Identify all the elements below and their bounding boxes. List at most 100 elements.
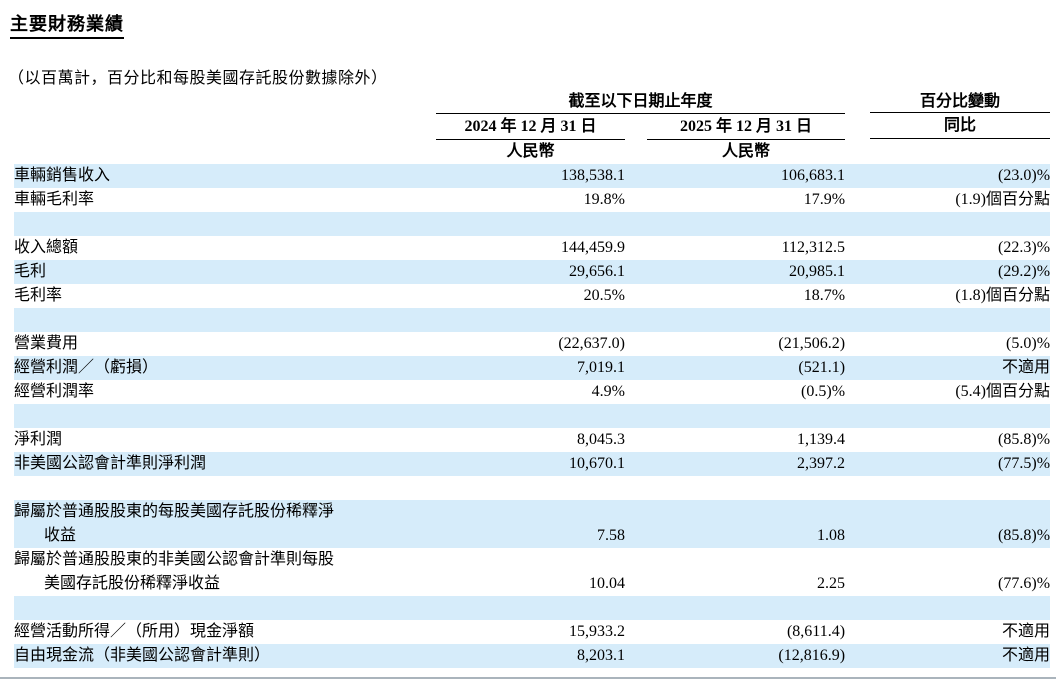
table-row-vehicle-sales: 車輛銷售收入 138,538.1 106,683.1 (23.0)% (14, 164, 1051, 188)
header-period-group: 截至以下日期止年度 (436, 91, 846, 114)
header-change-group-cell: 百分比變動 (845, 91, 1051, 114)
value-yoy: (77.5)% (845, 452, 1051, 476)
table-row-gross-margin: 毛利率 20.5% 18.7% (1.8)個百分點 (14, 284, 1051, 308)
value-2025: 106,683.1 (625, 164, 846, 188)
spacer-row (14, 212, 1051, 236)
value-yoy: (1.8)個百分點 (845, 284, 1051, 308)
row-label: 毛利率 (14, 284, 436, 308)
table-row-vehicle-margin: 車輛毛利率 19.8% 17.9% (1.9)個百分點 (14, 188, 1051, 212)
table-row-operating-expenses: 營業費用 (22,637.0) (21,506.2) (5.0)% (14, 332, 1051, 356)
row-label: 收入總額 (14, 236, 436, 260)
spacer-row (14, 404, 1051, 428)
page-bottom-rule (0, 677, 1056, 679)
value-2024: 19.8% (436, 188, 625, 212)
row-label: 毛利 (14, 260, 436, 284)
value-yoy: (5.0)% (845, 332, 1051, 356)
value-2025: 2.25 (625, 548, 846, 596)
row-label: 淨利潤 (14, 428, 436, 452)
financial-results-table: 截至以下日期止年度 百分比變動 2024 年 12 月 31 日 2025 年 … (14, 91, 1051, 668)
table-row-net-income: 淨利潤 8,045.3 1,139.4 (85.8)% (14, 428, 1051, 452)
table-row-diluted-eps-ads: 歸屬於普通股股東的每股美國存託股份稀釋淨 收益 7.58 1.08 (85.8)… (14, 500, 1051, 548)
value-2024: 138,538.1 (436, 164, 625, 188)
value-2024: (22,637.0) (436, 332, 625, 356)
value-2024: 4.9% (436, 380, 625, 404)
value-2025: (21,506.2) (625, 332, 846, 356)
value-yoy: (1.9)個百分點 (845, 188, 1051, 212)
table-row-free-cash-flow: 自由現金流（非美國公認會計準則） 8,203.1 (12,816.9) 不適用 (14, 644, 1051, 668)
value-yoy: 不適用 (845, 644, 1051, 668)
row-label: 經營利潤率 (14, 380, 436, 404)
row-label: 經營活動所得／（所用）現金淨額 (14, 620, 436, 644)
value-2025: (8,611.4) (625, 620, 846, 644)
row-label-line2: 收益 (44, 527, 77, 544)
value-yoy: 不適用 (845, 356, 1051, 380)
spacer-row (14, 308, 1051, 332)
header-col-yoy: 同比 (870, 114, 1051, 140)
header-change-group: 百分比變動 (870, 92, 1051, 113)
value-2024: 20.5% (436, 284, 625, 308)
row-label: 車輛毛利率 (14, 188, 436, 212)
table-row-operating-margin: 經營利潤率 4.9% (0.5)% (5.4)個百分點 (14, 380, 1051, 404)
spacer-cell (14, 596, 1051, 620)
row-label-line1: 歸屬於普通股股東的每股美國存託股份稀釋淨 (14, 503, 335, 520)
row-label-line2: 美國存託股份稀釋淨收益 (44, 575, 221, 592)
value-2024: 10.04 (436, 548, 625, 596)
value-yoy: (85.8)% (845, 500, 1051, 548)
spacer-row (14, 596, 1051, 620)
units-note: （以百萬計，百分比和每股美國存託股份數據除外） (8, 70, 388, 87)
value-2025: 17.9% (625, 188, 846, 212)
value-yoy: (29.2)% (845, 260, 1051, 284)
value-yoy: (23.0)% (845, 164, 1051, 188)
value-2024: 144,459.9 (436, 236, 625, 260)
table-row-operating-cash-flow: 經營活動所得／（所用）現金淨額 15,933.2 (8,611.4) 不適用 (14, 620, 1051, 644)
value-yoy: (85.8)% (845, 428, 1051, 452)
spacer-cell (14, 212, 1051, 236)
table-row-operating-income: 經營利潤／（虧損） 7,019.1 (521.1) 不適用 (14, 356, 1051, 380)
table-row-total-revenues: 收入總額 144,459.9 112,312.5 (22.3)% (14, 236, 1051, 260)
table-row-gross-profit: 毛利 29,656.1 20,985.1 (29.2)% (14, 260, 1051, 284)
header-col-2025: 2025 年 12 月 31 日 (647, 115, 846, 140)
page-title: 主要財務業績 (10, 10, 124, 39)
header-empty-cell (845, 140, 1050, 164)
value-2024: 8,203.1 (436, 644, 625, 668)
value-2025: 1.08 (625, 500, 846, 548)
row-label: 非美國公認會計準則淨利潤 (14, 452, 436, 476)
value-2024: 7.58 (436, 500, 625, 548)
value-2024: 8,045.3 (436, 428, 625, 452)
table-row-non-gaap-diluted-eps-ads: 歸屬於普通股股東的非美國公認會計準則每股 美國存託股份稀釋淨收益 10.04 2… (14, 548, 1051, 596)
spacer-row (14, 476, 1051, 500)
row-label: 歸屬於普通股股東的非美國公認會計準則每股 美國存託股份稀釋淨收益 (14, 548, 436, 596)
value-2024: 15,933.2 (436, 620, 625, 644)
value-2025: (12,816.9) (625, 644, 846, 668)
currency-2025-cell: 人民幣 (625, 140, 845, 164)
value-2025: (0.5)% (625, 380, 846, 404)
header-empty-cell (14, 91, 436, 114)
value-yoy: (5.4)個百分點 (845, 380, 1051, 404)
header-group-row: 截至以下日期止年度 百分比變動 (14, 91, 1051, 114)
header-empty-cell (14, 140, 436, 164)
spacer-cell (14, 308, 1051, 332)
row-label: 車輛銷售收入 (14, 164, 436, 188)
currency-2024: 人民幣 (506, 143, 555, 160)
value-2025: 112,312.5 (625, 236, 846, 260)
value-2024: 29,656.1 (436, 260, 625, 284)
table-row-non-gaap-net-income: 非美國公認會計準則淨利潤 10,670.1 2,397.2 (77.5)% (14, 452, 1051, 476)
value-yoy: (77.6)% (845, 548, 1051, 596)
header-empty-cell (14, 114, 436, 141)
row-label-line1: 歸屬於普通股股東的非美國公認會計準則每股 (14, 551, 335, 568)
currency-2025: 人民幣 (722, 143, 771, 160)
value-2025: 1,139.4 (625, 428, 846, 452)
header-col-2024-cell: 2024 年 12 月 31 日 (436, 114, 625, 141)
row-label: 歸屬於普通股股東的每股美國存託股份稀釋淨 收益 (14, 500, 436, 548)
value-2024: 10,670.1 (436, 452, 625, 476)
header-currency-row: 人民幣 人民幣 (14, 140, 1050, 164)
value-yoy: (22.3)% (845, 236, 1051, 260)
spacer-cell (14, 476, 1051, 500)
header-year-row: 2024 年 12 月 31 日 2025 年 12 月 31 日 同比 (14, 114, 1051, 141)
value-2024: 7,019.1 (436, 356, 625, 380)
header-col-2024: 2024 年 12 月 31 日 (436, 115, 625, 140)
header-col-yoy-cell: 同比 (845, 114, 1051, 141)
value-yoy: 不適用 (845, 620, 1051, 644)
row-label: 經營利潤／（虧損） (14, 356, 436, 380)
